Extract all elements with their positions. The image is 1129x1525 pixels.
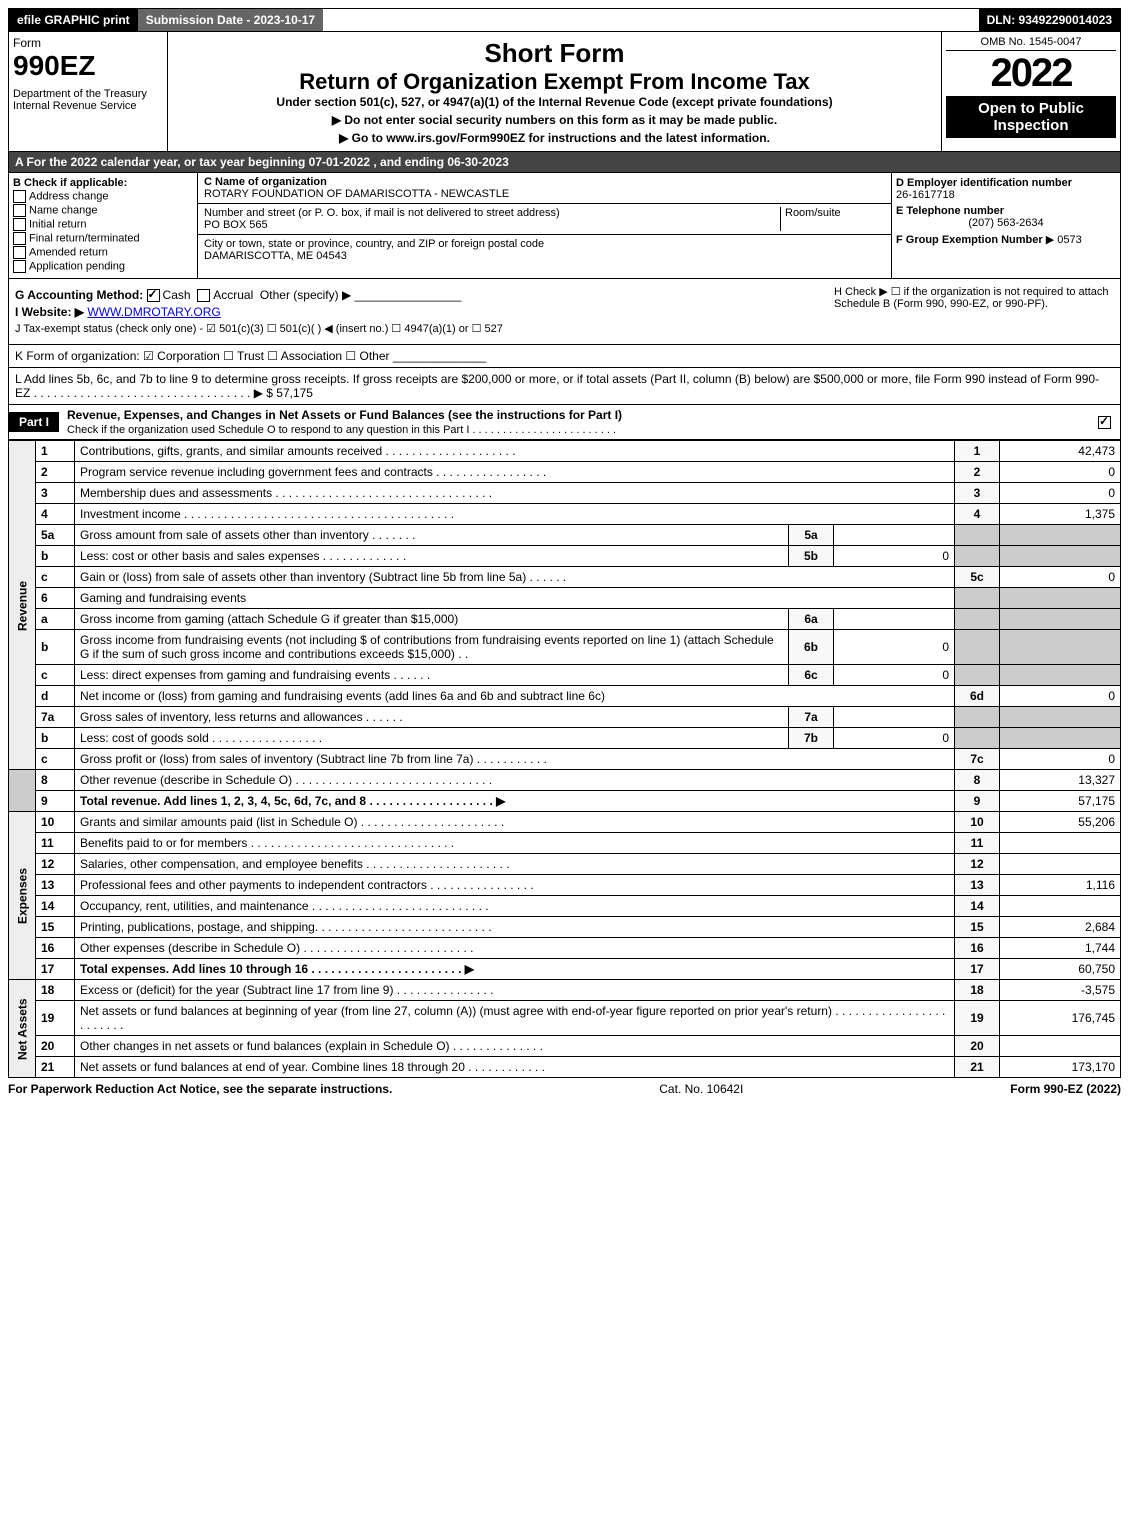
submission-date: Submission Date - 2023-10-17 (138, 9, 323, 31)
city: DAMARISCOTTA, ME 04543 (204, 250, 347, 262)
header-left: Form 990EZ Department of the Treasury In… (9, 32, 168, 151)
address-label: Number and street (or P. O. box, if mail… (204, 207, 560, 219)
ssn-note: ▶ Do not enter social security numbers o… (174, 113, 935, 127)
chk-cash[interactable] (147, 289, 160, 302)
line-2: 2Program service revenue including gover… (9, 462, 1121, 483)
dln-label: DLN: 93492290014023 (979, 9, 1120, 31)
goto-note: ▶ Go to www.irs.gov/Form990EZ for instru… (174, 131, 935, 145)
part-i-checknote: Check if the organization used Schedule … (67, 424, 616, 436)
line-19: 19Net assets or fund balances at beginni… (9, 1001, 1121, 1036)
line-18: Net Assets 18Excess or (deficit) for the… (9, 980, 1121, 1001)
part-i-title: Revenue, Expenses, and Changes in Net As… (59, 405, 1098, 439)
line-15: 15Printing, publications, postage, and s… (9, 917, 1121, 938)
paperwork-notice: For Paperwork Reduction Act Notice, see … (8, 1082, 392, 1096)
line-16: 16Other expenses (describe in Schedule O… (9, 938, 1121, 959)
line-5b: bLess: cost or other basis and sales exp… (9, 546, 1121, 567)
line-3: 3Membership dues and assessments . . . .… (9, 483, 1121, 504)
chk-initial-return[interactable]: Initial return (13, 218, 193, 231)
section-b: B Check if applicable: Address change Na… (9, 173, 198, 278)
form-number: 990EZ (13, 50, 163, 82)
line-6b: bGross income from fundraising events (n… (9, 630, 1121, 665)
org-name-label: C Name of organization (204, 176, 327, 188)
line-17: 17Total expenses. Add lines 10 through 1… (9, 959, 1121, 980)
ghij-section: H Check ▶ ☐ if the organization is not r… (8, 279, 1121, 345)
line-7b: bLess: cost of goods sold . . . . . . . … (9, 728, 1121, 749)
line-5a: 5aGross amount from sale of assets other… (9, 525, 1121, 546)
group-number: ▶ 0573 (1046, 234, 1082, 246)
org-name-row: C Name of organization ROTARY FOUNDATION… (198, 173, 891, 204)
chk-amended-return[interactable]: Amended return (13, 246, 193, 259)
telephone: (207) 563-2634 (896, 217, 1116, 229)
netassets-vlabel: Net Assets (9, 980, 36, 1078)
chk-accrual[interactable] (197, 289, 210, 302)
part-i-tag: Part I (9, 412, 59, 432)
line-14: 14Occupancy, rent, utilities, and mainte… (9, 896, 1121, 917)
tax-year: 2022 (946, 51, 1116, 96)
chk-application-pending[interactable]: Application pending (13, 260, 193, 273)
header-center: Short Form Return of Organization Exempt… (168, 32, 941, 151)
website-link[interactable]: WWW.DMROTARY.ORG (87, 305, 220, 319)
line-9: 9Total revenue. Add lines 1, 2, 3, 4, 5c… (9, 791, 1121, 812)
line-6d: dNet income or (loss) from gaming and fu… (9, 686, 1121, 707)
info-row: B Check if applicable: Address change Na… (8, 173, 1121, 279)
section-j: J Tax-exempt status (check only one) - ☑… (15, 322, 1114, 335)
goto-text[interactable]: ▶ Go to www.irs.gov/Form990EZ for instru… (339, 131, 770, 145)
line-7c: cGross profit or (loss) from sales of in… (9, 749, 1121, 770)
part-i-table: Revenue 1Contributions, gifts, grants, a… (8, 440, 1121, 1078)
chk-address-change[interactable]: Address change (13, 190, 193, 203)
cat-number: Cat. No. 10642I (392, 1082, 1010, 1096)
group-label: F Group Exemption Number ▶ 0573 (896, 233, 1116, 246)
expenses-vlabel: Expenses (9, 812, 36, 980)
omb-number: OMB No. 1545-0047 (946, 36, 1116, 51)
line-1: Revenue 1Contributions, gifts, grants, a… (9, 441, 1121, 462)
tel-label: E Telephone number (896, 205, 1116, 217)
room-label: Room/suite (785, 207, 841, 219)
department-label: Department of the Treasury Internal Reve… (13, 88, 163, 112)
address-row: Number and street (or P. O. box, if mail… (198, 204, 891, 235)
form-header: Form 990EZ Department of the Treasury In… (8, 32, 1121, 152)
page-footer: For Paperwork Reduction Act Notice, see … (8, 1078, 1121, 1100)
line-12: 12Salaries, other compensation, and empl… (9, 854, 1121, 875)
efile-label[interactable]: efile GRAPHIC print (9, 9, 138, 31)
under-section: Under section 501(c), 527, or 4947(a)(1)… (174, 95, 935, 109)
header-right: OMB No. 1545-0047 2022 Open to Public In… (941, 32, 1120, 151)
part-i-checkbox[interactable] (1098, 415, 1120, 429)
short-form-title: Short Form (174, 38, 935, 69)
line-21: 21Net assets or fund balances at end of … (9, 1057, 1121, 1078)
line-20: 20Other changes in net assets or fund ba… (9, 1036, 1121, 1057)
line-6c: cLess: direct expenses from gaming and f… (9, 665, 1121, 686)
section-c: C Name of organization ROTARY FOUNDATION… (198, 173, 891, 278)
revenue-vlabel: Revenue (9, 441, 36, 770)
chk-final-return[interactable]: Final return/terminated (13, 232, 193, 245)
open-to-public: Open to Public Inspection (946, 96, 1116, 138)
address: PO BOX 565 (204, 219, 268, 231)
city-label: City or town, state or province, country… (204, 238, 544, 250)
line-10: Expenses 10Grants and similar amounts pa… (9, 812, 1121, 833)
form-word: Form (13, 36, 163, 50)
section-h: H Check ▶ ☐ if the organization is not r… (834, 285, 1114, 310)
top-bar: efile GRAPHIC print Submission Date - 20… (8, 8, 1121, 32)
city-row: City or town, state or province, country… (198, 235, 891, 265)
chk-name-change[interactable]: Name change (13, 204, 193, 217)
section-k: K Form of organization: ☑ Corporation ☐ … (8, 345, 1121, 368)
org-name: ROTARY FOUNDATION OF DAMARISCOTTA - NEWC… (204, 188, 509, 200)
line-13: 13Professional fees and other payments t… (9, 875, 1121, 896)
section-b-title: B Check if applicable: (13, 177, 193, 189)
line-5c: cGain or (loss) from sale of assets othe… (9, 567, 1121, 588)
line-11: 11Benefits paid to or for members . . . … (9, 833, 1121, 854)
line-8: 8Other revenue (describe in Schedule O) … (9, 770, 1121, 791)
ein: 26-1617718 (896, 189, 1116, 201)
line-4: 4Investment income . . . . . . . . . . .… (9, 504, 1121, 525)
line-7a: 7aGross sales of inventory, less returns… (9, 707, 1121, 728)
section-d: D Employer identification number 26-1617… (891, 173, 1120, 278)
part-i-header: Part I Revenue, Expenses, and Changes in… (8, 405, 1121, 440)
section-a: A For the 2022 calendar year, or tax yea… (8, 152, 1121, 173)
line-6: 6Gaming and fundraising events (9, 588, 1121, 609)
section-l: L Add lines 5b, 6c, and 7b to line 9 to … (8, 368, 1121, 405)
line-6a: aGross income from gaming (attach Schedu… (9, 609, 1121, 630)
return-title: Return of Organization Exempt From Incom… (174, 69, 935, 95)
ein-label: D Employer identification number (896, 177, 1116, 189)
form-ref: Form 990-EZ (2022) (1010, 1082, 1121, 1096)
